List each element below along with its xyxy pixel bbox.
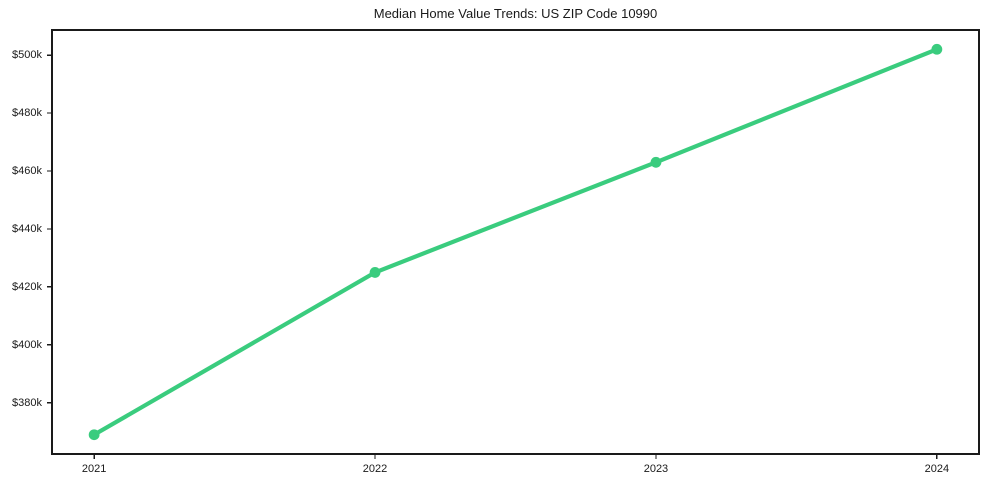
x-tick-label: 2021 <box>81 463 107 475</box>
y-tick-label: $460k <box>12 164 42 177</box>
x-tick-label: 2022 <box>362 463 388 475</box>
y-tick-label: $440k <box>12 222 42 235</box>
data-point-marker <box>369 267 381 278</box>
data-point-marker <box>650 156 662 168</box>
plot-frame <box>51 29 980 455</box>
data-point-markers <box>88 43 943 441</box>
axis-tick-marks <box>47 54 938 459</box>
y-tick-label: $420k <box>12 280 42 293</box>
data-point-marker <box>88 429 100 441</box>
y-tick-label: $400k <box>12 338 42 351</box>
x-tick-label: 2024 <box>924 463 950 475</box>
trend-line <box>92 47 939 437</box>
x-tick-label: 2023 <box>643 463 669 475</box>
data-point-marker <box>931 43 943 55</box>
y-tick-label: $480k <box>12 107 42 120</box>
chart-title: Median Home Value Trends: US ZIP Code 10… <box>373 6 658 21</box>
y-tick-label: $500k <box>12 49 42 62</box>
y-tick-label: $380k <box>12 396 42 409</box>
